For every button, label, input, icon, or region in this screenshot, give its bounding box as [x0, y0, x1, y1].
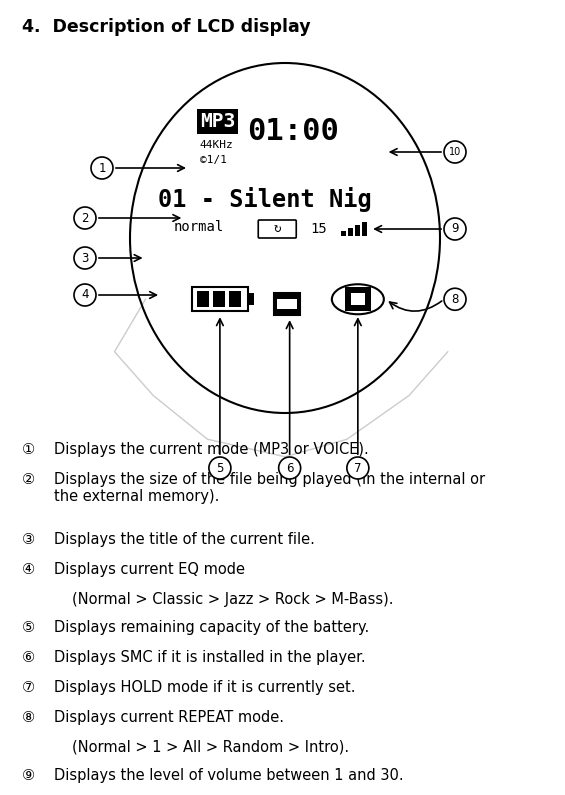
Text: 4: 4	[81, 289, 89, 301]
Bar	[362, 222, 367, 236]
Text: Displays current EQ mode: Displays current EQ mode	[54, 562, 245, 577]
Circle shape	[74, 207, 96, 229]
Text: 10: 10	[449, 147, 461, 157]
Text: 44KHz: 44KHz	[200, 140, 233, 150]
Bar	[273, 293, 299, 316]
Text: ②: ②	[22, 472, 35, 487]
Circle shape	[444, 289, 466, 310]
Circle shape	[74, 247, 96, 269]
Text: ⑥: ⑥	[22, 650, 35, 665]
Circle shape	[74, 284, 96, 306]
Circle shape	[209, 457, 231, 479]
Text: Displays remaining capacity of the battery.: Displays remaining capacity of the batte…	[54, 620, 370, 635]
Bar	[192, 287, 248, 312]
Bar	[341, 231, 346, 236]
Bar	[351, 293, 365, 305]
Circle shape	[444, 141, 466, 163]
Text: MP3: MP3	[200, 112, 235, 131]
Circle shape	[347, 457, 369, 479]
Bar	[197, 291, 209, 307]
Bar	[348, 228, 353, 236]
Text: 2: 2	[81, 211, 89, 224]
Text: Displays the current mode (MP3 or VOICE).: Displays the current mode (MP3 or VOICE)…	[54, 442, 369, 457]
Text: ③: ③	[22, 532, 35, 547]
Text: ©1/1: ©1/1	[200, 155, 227, 165]
Bar	[229, 291, 241, 307]
Text: 5: 5	[216, 462, 224, 475]
Bar	[345, 287, 371, 312]
Text: 01:00: 01:00	[247, 118, 338, 146]
Bar	[355, 225, 360, 236]
Text: (Normal > Classic > Jazz > Rock > M-Bass).: (Normal > Classic > Jazz > Rock > M-Bass…	[72, 592, 393, 607]
Bar	[277, 299, 297, 309]
Text: 3: 3	[81, 251, 89, 265]
Text: Displays the size of the file being played (in the internal or
the external memo: Displays the size of the file being play…	[54, 472, 485, 504]
Text: ①: ①	[22, 442, 35, 457]
Circle shape	[91, 157, 113, 179]
Text: Displays SMC if it is installed in the player.: Displays SMC if it is installed in the p…	[54, 650, 366, 665]
Text: 6: 6	[286, 462, 293, 475]
Text: (Normal > 1 > All > Random > Intro).: (Normal > 1 > All > Random > Intro).	[72, 740, 349, 755]
Text: ⑧: ⑧	[22, 710, 35, 725]
Text: 1: 1	[98, 161, 106, 174]
Text: 15: 15	[311, 222, 328, 236]
Text: ⑦: ⑦	[22, 680, 35, 695]
Text: Displays current REPEAT mode.: Displays current REPEAT mode.	[54, 710, 284, 725]
Circle shape	[444, 218, 466, 240]
Text: Displays HOLD mode if it is currently set.: Displays HOLD mode if it is currently se…	[54, 680, 355, 695]
Bar	[248, 293, 254, 305]
Text: 8: 8	[451, 293, 459, 306]
Bar	[213, 291, 225, 307]
Text: 9: 9	[451, 223, 459, 235]
Text: Displays the level of volume between 1 and 30.: Displays the level of volume between 1 a…	[54, 768, 403, 783]
Text: ⑤: ⑤	[22, 620, 35, 635]
Text: ⑨: ⑨	[22, 768, 35, 783]
Text: ④: ④	[22, 562, 35, 577]
Text: 4.  Description of LCD display: 4. Description of LCD display	[22, 18, 311, 36]
FancyBboxPatch shape	[258, 220, 296, 238]
Text: 7: 7	[354, 462, 362, 475]
Circle shape	[279, 457, 301, 479]
Text: 01 - Silent Nig: 01 - Silent Nig	[158, 187, 372, 212]
Text: Displays the title of the current file.: Displays the title of the current file.	[54, 532, 315, 547]
Text: normal: normal	[173, 220, 224, 234]
Text: ↻: ↻	[273, 223, 281, 235]
